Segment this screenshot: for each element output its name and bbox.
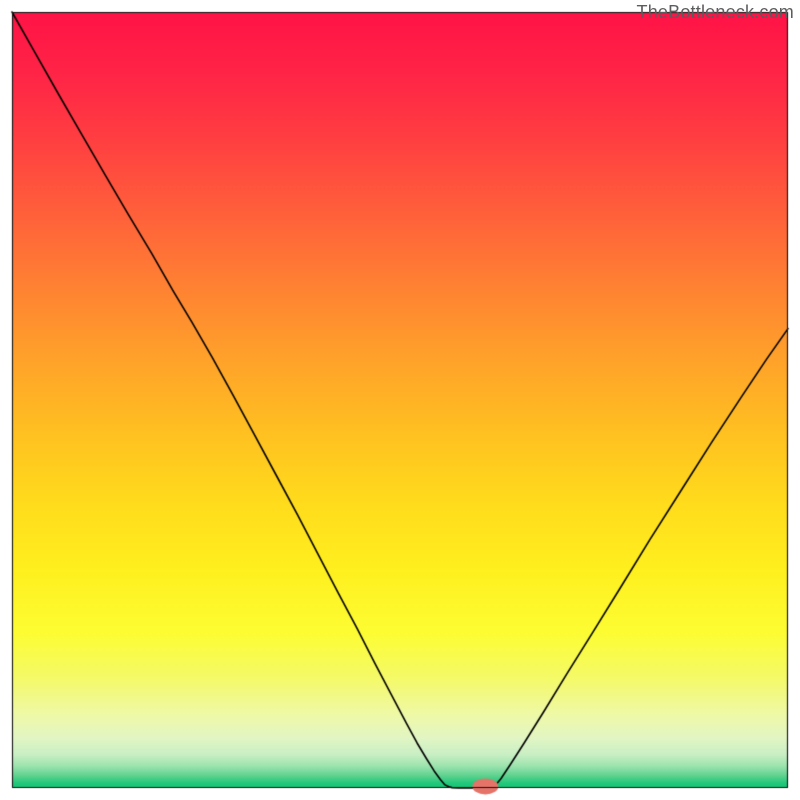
bottleneck-curve-chart	[0, 0, 800, 800]
chart-stage: TheBottleneck.com	[0, 0, 800, 800]
